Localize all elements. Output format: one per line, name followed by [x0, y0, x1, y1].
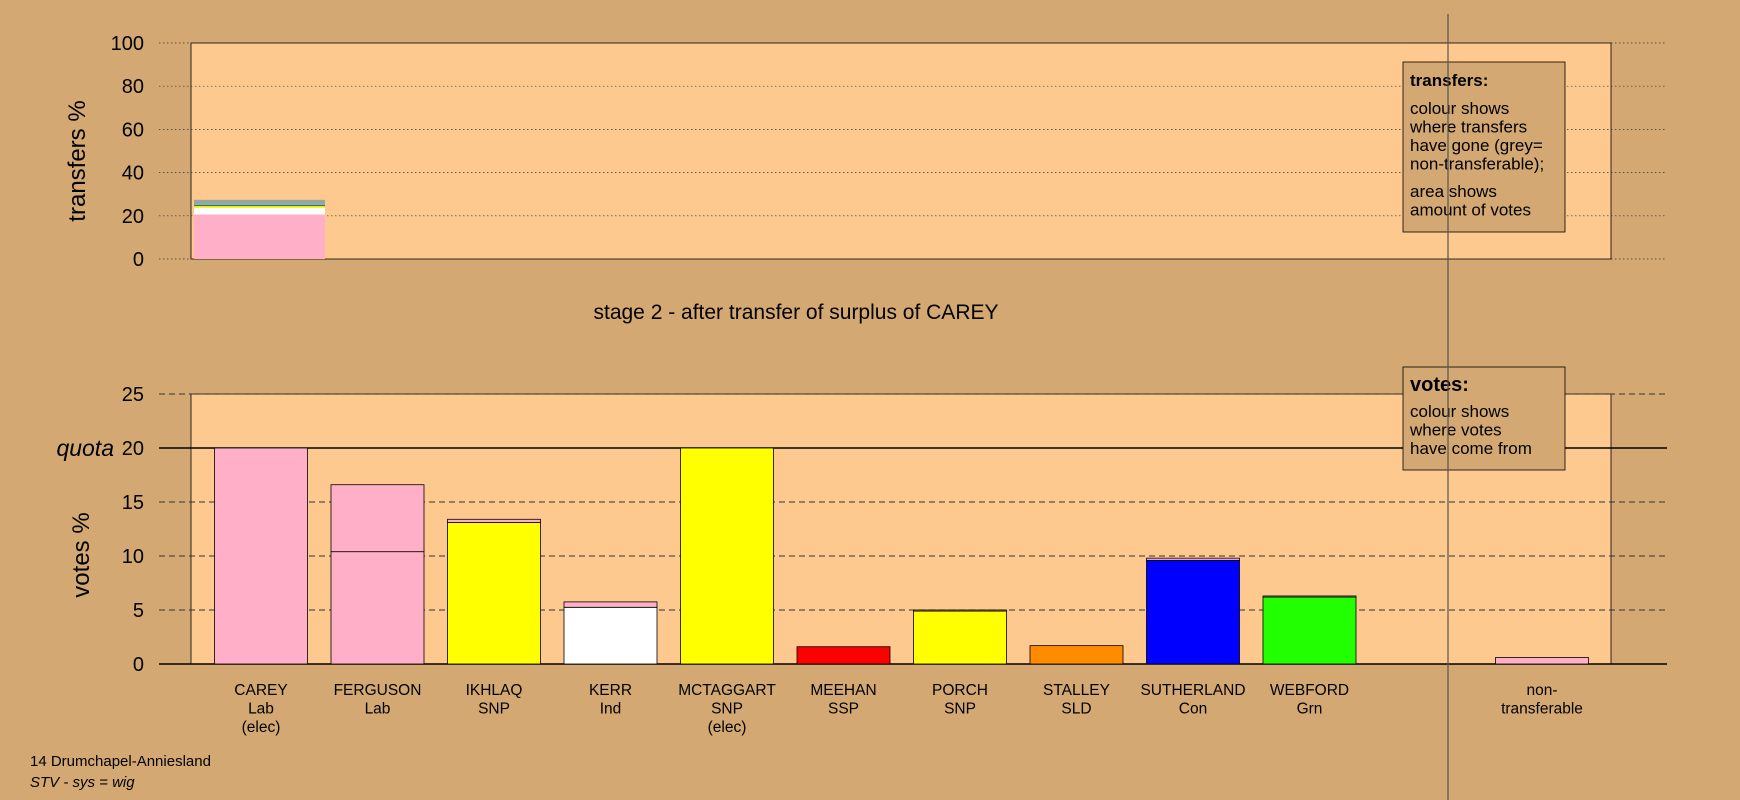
category-label: Con [1179, 701, 1207, 718]
category-label: WEBFORD [1270, 682, 1349, 699]
category-label: FERGUSON [334, 682, 422, 699]
legend-text: non-transferable); [1410, 155, 1544, 174]
y-tick-label: 80 [122, 76, 144, 98]
y-tick-label: 20 [122, 438, 144, 460]
category-label: CAREY [234, 682, 287, 699]
category-label: MEEHAN [810, 682, 876, 699]
bar-segment [214, 447, 308, 665]
legend-text: amount of votes [1410, 201, 1531, 220]
bar-segment [796, 646, 891, 665]
legend-text: colour shows [1410, 402, 1509, 421]
y-tick-label: 25 [122, 384, 144, 406]
bar-segment [447, 522, 541, 665]
legend-title: votes: [1410, 374, 1469, 396]
category-label: SNP [944, 701, 976, 718]
y-tick-label: 100 [111, 33, 144, 55]
bar-segment [680, 447, 774, 665]
bar-segment [194, 214, 325, 259]
category-label: (elec) [242, 719, 281, 736]
bar-segment [447, 518, 541, 523]
bar-segment [913, 609, 1007, 612]
y-tick-label: 60 [122, 119, 144, 141]
legend-text: area shows [1410, 182, 1497, 201]
bar-segment [194, 204, 325, 206]
category-label: SSP [828, 701, 859, 718]
bar-segment [1262, 595, 1357, 598]
plot-area [190, 42, 1612, 260]
category-label: STALLEY [1043, 682, 1110, 699]
chart-title: stage 2 - after transfer of surplus of C… [593, 301, 998, 324]
quota-label: quota [56, 435, 114, 461]
district: 14 Drumchapel-Anniesland [30, 753, 211, 770]
bar-segment [194, 207, 325, 215]
legend-box [1402, 61, 1566, 233]
legend-text: colour shows [1410, 99, 1509, 118]
category-label: transferable [1501, 701, 1583, 718]
bar-segment [1262, 596, 1357, 665]
legend-title: transfers: [1410, 71, 1488, 90]
bar-segment [563, 601, 658, 608]
category-label: SUTHERLAND [1140, 682, 1245, 699]
category-label: Ind [600, 701, 622, 718]
bar-segment [913, 610, 1007, 665]
bar-segment [1146, 557, 1240, 561]
y-tick-label: 0 [133, 654, 144, 676]
plot-area [190, 393, 1612, 665]
bar-segment [1495, 657, 1589, 665]
category-label: PORCH [932, 682, 988, 699]
category-label: Lab [248, 701, 274, 718]
category-label: IKHLAQ [466, 682, 523, 699]
y-tick-label: 20 [122, 206, 144, 228]
legend-text: where transfers [1409, 118, 1527, 137]
category-label: SLD [1061, 701, 1091, 718]
y-axis-label: votes % [68, 512, 95, 597]
y-tick-label: 0 [133, 249, 144, 271]
y-tick-label: 15 [122, 492, 144, 514]
bar-segment [194, 206, 325, 208]
category-label: SNP [478, 701, 510, 718]
y-tick-label: 10 [122, 546, 144, 568]
bar-segment [194, 205, 325, 207]
category-label: Lab [365, 701, 391, 718]
legend-text: where votes [1409, 421, 1502, 440]
bar-segment [1029, 645, 1124, 665]
system: STV - sys = wig [30, 774, 135, 791]
bar-segment [330, 484, 425, 553]
category-label: (elec) [708, 719, 747, 736]
category-label: MCTAGGART [678, 682, 776, 699]
bar-segment [1146, 559, 1240, 665]
bar-segment [563, 606, 658, 665]
y-axis-label: transfers % [64, 100, 91, 221]
legend-text: have gone (grey= [1410, 136, 1543, 155]
bar-segment [330, 551, 425, 665]
y-tick-label: 40 [122, 163, 144, 185]
y-tick-label: 5 [133, 600, 144, 622]
category-label: non- [1526, 682, 1557, 699]
legend-box [1402, 366, 1566, 471]
category-label: SNP [711, 701, 743, 718]
bar-segment [194, 199, 325, 205]
category-label: Grn [1297, 701, 1323, 718]
legend-text: have come from [1410, 439, 1532, 458]
category-label: KERR [589, 682, 632, 699]
